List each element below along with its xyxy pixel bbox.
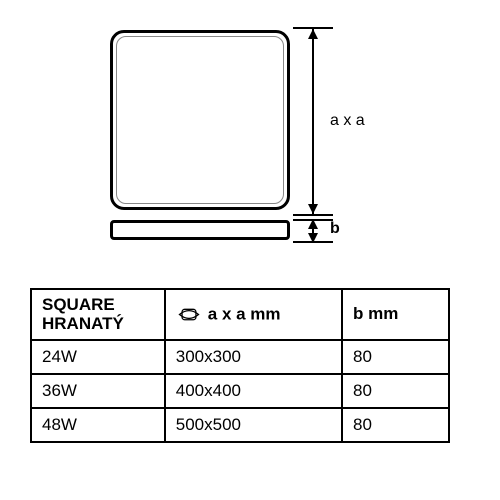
- header-model-line2: HRANATÝ: [42, 315, 154, 334]
- header-b: b mm: [342, 289, 449, 340]
- cell-b: 80: [342, 408, 449, 442]
- dim-b-label: b: [330, 220, 340, 238]
- cell-model: 48W: [31, 408, 165, 442]
- table-row: 24W 300x300 80: [31, 340, 449, 374]
- cell-b: 80: [342, 340, 449, 374]
- cell-model: 24W: [31, 340, 165, 374]
- cell-axa: 300x300: [165, 340, 342, 374]
- header-axa: a x a mm: [165, 289, 342, 340]
- dim-b-arrow-down: [308, 233, 318, 243]
- table-row: 36W 400x400 80: [31, 374, 449, 408]
- product-side-view: [110, 220, 290, 240]
- dim-a-arrow-up: [308, 29, 318, 39]
- cell-axa: 400x400: [165, 374, 342, 408]
- square-shape-icon: [176, 305, 202, 325]
- header-model: SQUARE HRANATÝ: [31, 289, 165, 340]
- dim-b-arrow-up: [308, 219, 318, 229]
- dim-a-label: a x a: [330, 112, 365, 130]
- cell-model: 36W: [31, 374, 165, 408]
- dim-a-line: [312, 28, 314, 215]
- table-row: 48W 500x500 80: [31, 408, 449, 442]
- dimension-diagram: a x a b: [30, 20, 390, 270]
- spec-table: SQUARE HRANATÝ a x a mm b mm 24W 300x3: [30, 288, 450, 443]
- header-axa-text: a x a mm: [208, 304, 281, 323]
- header-model-line1: SQUARE: [42, 296, 154, 315]
- cell-axa: 500x500: [165, 408, 342, 442]
- page: a x a b SQUARE HRANATÝ: [0, 0, 500, 500]
- product-front-inner: [116, 36, 284, 204]
- dim-a-arrow-down: [308, 204, 318, 214]
- cell-b: 80: [342, 374, 449, 408]
- table-header-row: SQUARE HRANATÝ a x a mm b mm: [31, 289, 449, 340]
